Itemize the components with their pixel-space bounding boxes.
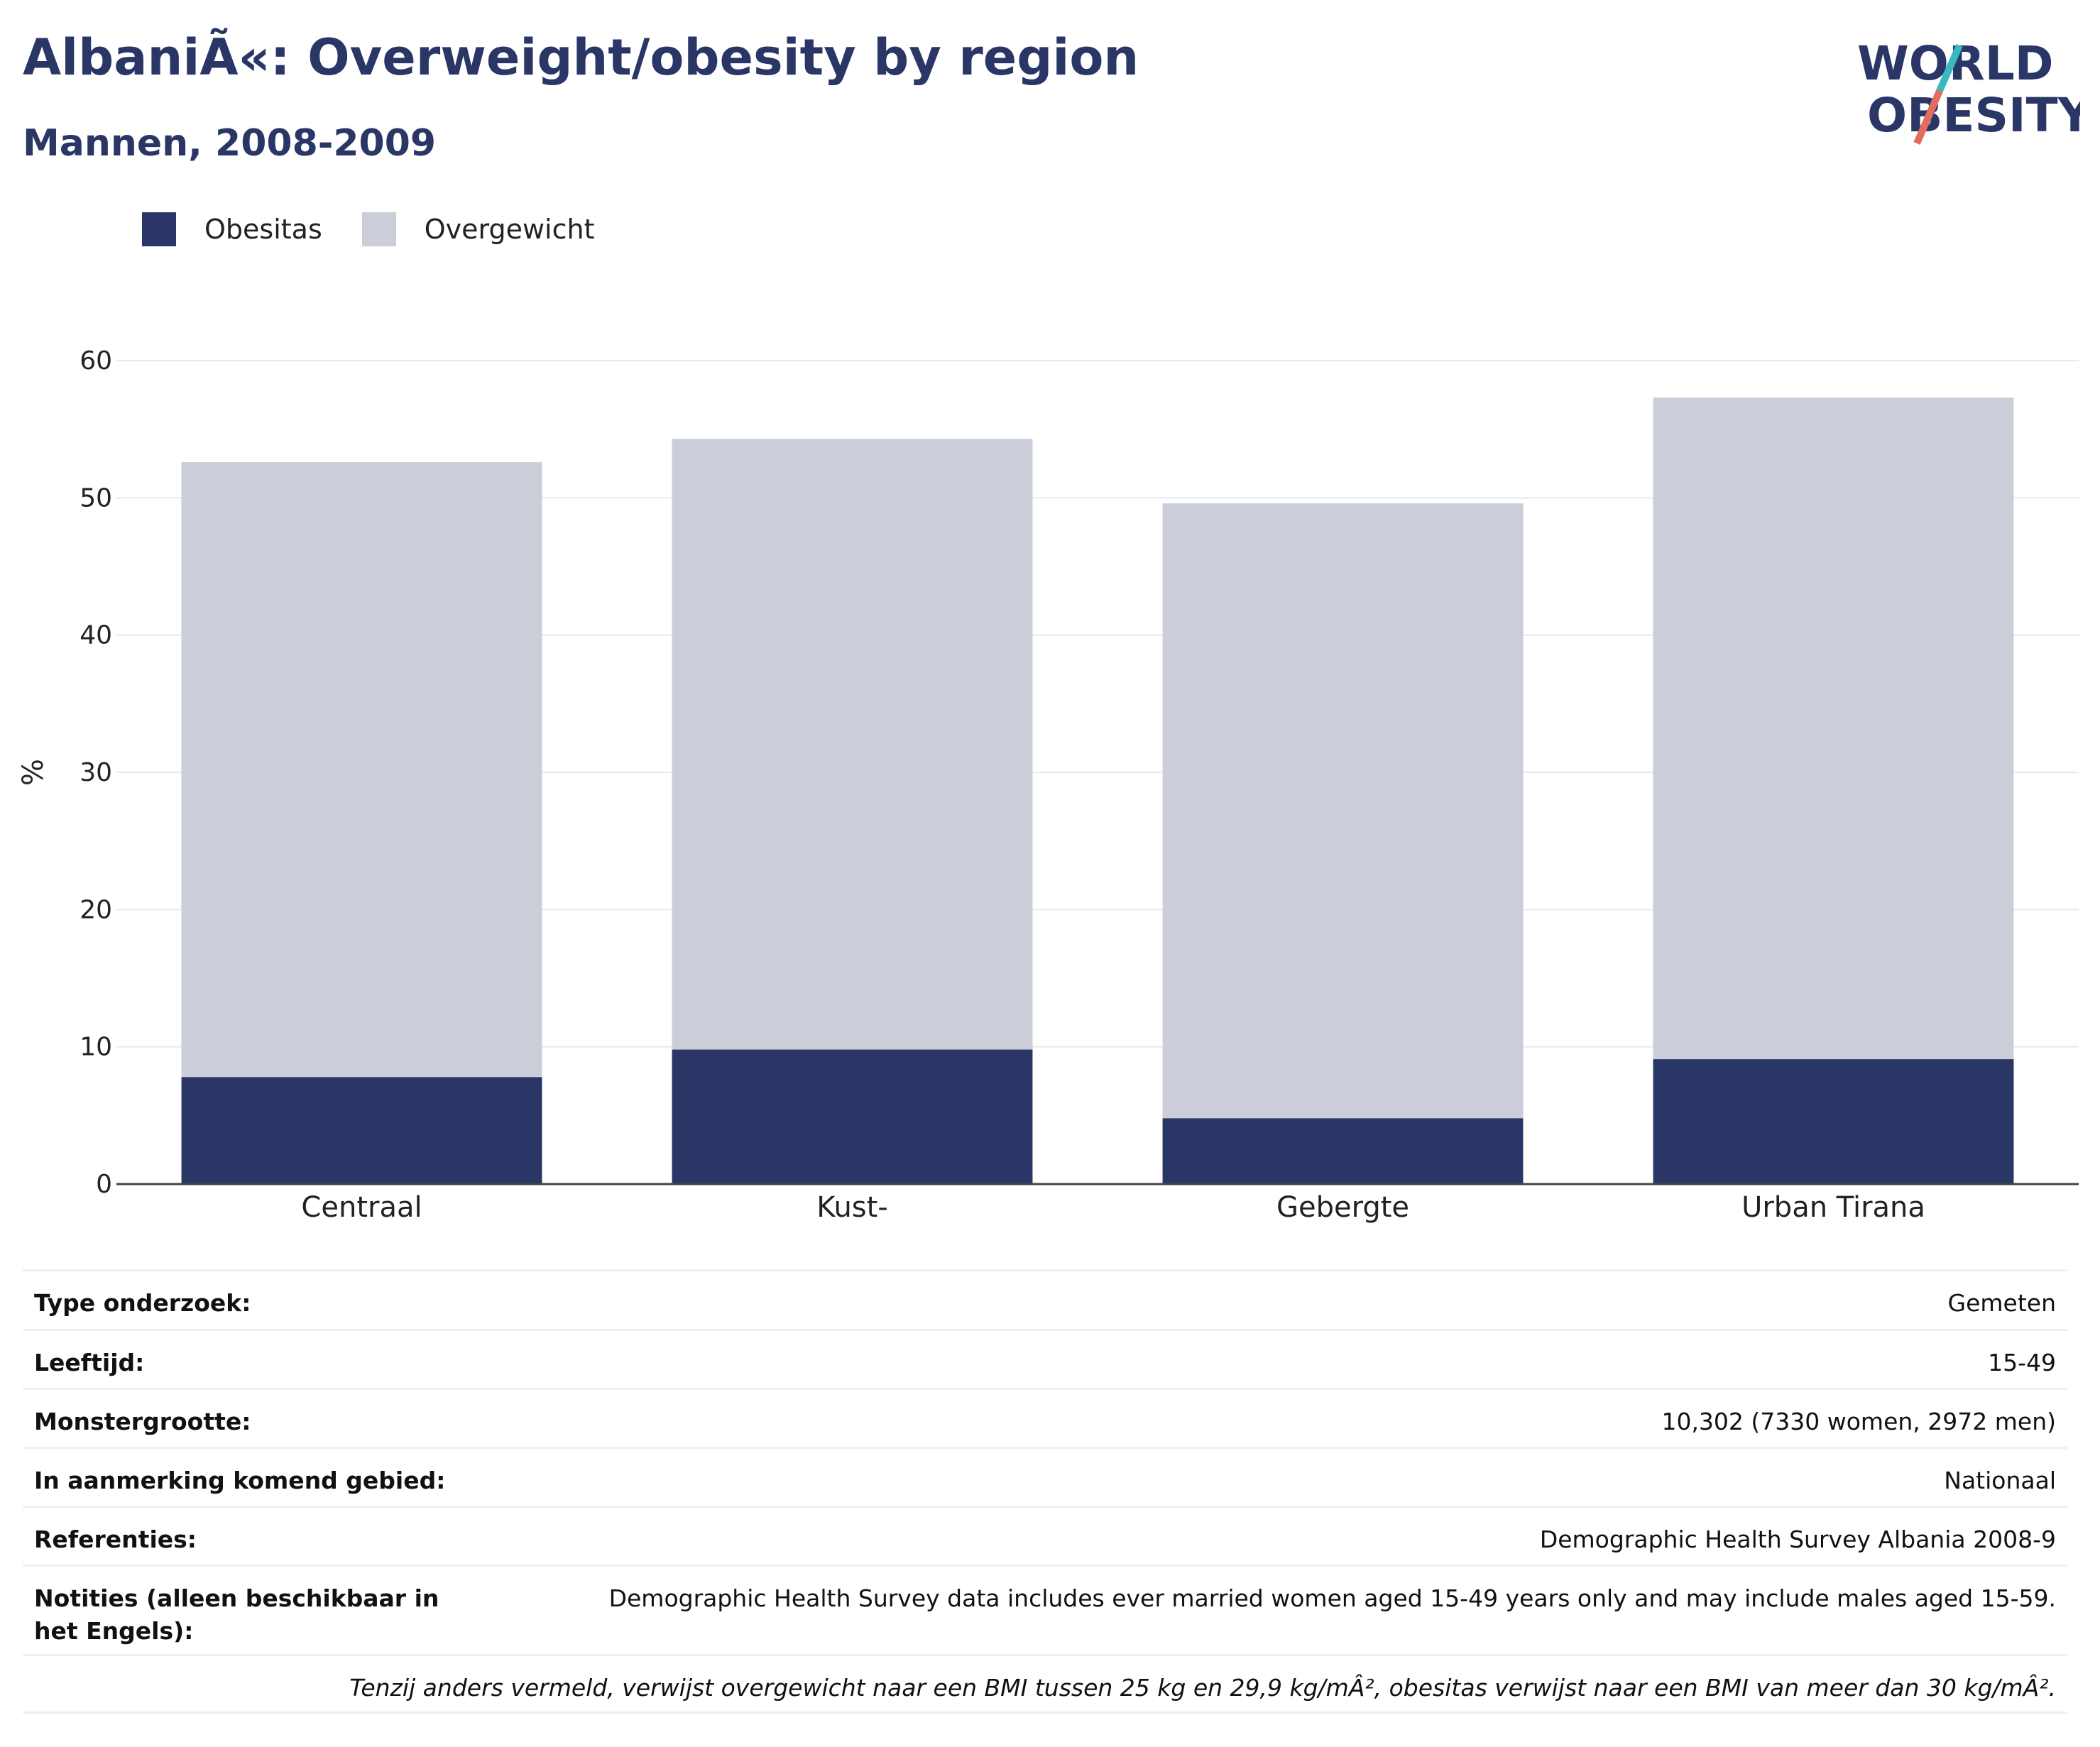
bar-obesitas-1[interactable] <box>181 1077 542 1184</box>
y-axis-ticks: 0 10 20 30 40 50 60 <box>80 346 112 1199</box>
x-tick-label: Centraal <box>301 1191 422 1224</box>
y-tick-label: 60 <box>80 346 112 376</box>
y-axis-label: % <box>17 759 50 786</box>
bar-obesitas-4[interactable] <box>1653 1059 2014 1184</box>
y-tick-label: 0 <box>96 1170 112 1199</box>
info-row: Type onderzoek: Gemeten <box>23 1269 2067 1329</box>
logo-slash-teal <box>1936 43 1963 93</box>
info-value: Demographic Health Survey Albania 2008-9 <box>1539 1526 2056 1553</box>
chart-title: AlbaniÃ«: Overweight/obesity by region <box>23 28 1139 87</box>
info-row: Referenties: Demographic Health Survey Al… <box>23 1506 2067 1565</box>
bar-obesitas-3[interactable] <box>1162 1118 1524 1184</box>
bar-overgewicht-2[interactable] <box>672 439 1033 1050</box>
info-key: Notities (alleen beschikbaar in het Enge… <box>34 1584 439 1645</box>
x-axis-ticks: Centraal Kust- Gebergte Urban Tirana <box>301 1191 1925 1224</box>
x-tick-label: Gebergte <box>1276 1191 1409 1224</box>
info-key: Monstergrootte: <box>34 1408 251 1435</box>
bar-overgewicht-3[interactable] <box>1162 503 1524 1119</box>
info-value: Demographic Health Survey data includes … <box>608 1584 2056 1612</box>
info-key: Leeftijd: <box>34 1349 145 1376</box>
info-value: Gemeten <box>1947 1289 2056 1317</box>
y-tick-label: 50 <box>80 483 112 513</box>
footnote-text: Tenzij anders vermeld, verwijst overgewi… <box>349 1674 2056 1702</box>
logo-slash-red <box>1913 89 1943 145</box>
info-key: Referenties: <box>34 1526 197 1553</box>
info-key: Type onderzoek: <box>34 1289 251 1317</box>
bar-overgewicht-4[interactable] <box>1653 398 2014 1060</box>
bar-obesitas-2[interactable] <box>672 1049 1033 1184</box>
footnote-row: Tenzij anders vermeld, verwijst overgewi… <box>23 1654 2067 1714</box>
info-row: Notities (alleen beschikbaar in het Enge… <box>23 1565 2067 1654</box>
info-row: Monstergrootte: 10,302 (7330 women, 2972 … <box>23 1388 2067 1447</box>
y-tick-label: 30 <box>80 758 112 787</box>
x-tick-label: Urban Tirana <box>1741 1191 1925 1224</box>
legend-label-overgewicht: Overgewicht <box>424 214 595 245</box>
legend-item-obesitas[interactable]: Obesitas <box>142 212 322 246</box>
legend-swatch-obesitas <box>142 212 176 246</box>
info-value: 15-49 <box>1988 1349 2056 1376</box>
survey-info-table: Type onderzoek: Gemeten Leeftijd: 15-49 Mons… <box>23 1269 2067 1714</box>
info-row: Leeftijd: 15-49 <box>23 1329 2067 1388</box>
chart-subtitle: Mannen, 2008-2009 <box>23 122 437 165</box>
legend: Obesitas Overgewicht <box>142 212 635 247</box>
logo-text-obesity: OBESITY <box>1867 88 2080 143</box>
y-tick-label: 20 <box>80 895 112 924</box>
info-key: In aanmerking komend gebied: <box>34 1467 446 1494</box>
info-value: Nationaal <box>1944 1467 2056 1494</box>
legend-item-overgewicht[interactable]: Overgewicht <box>361 212 595 246</box>
legend-label-obesitas: Obesitas <box>204 214 322 245</box>
world-obesity-logo: WORLD OBESITY <box>1857 36 2080 145</box>
info-value: 10,302 (7330 women, 2972 men) <box>1661 1408 2056 1435</box>
bars <box>181 398 2014 1184</box>
y-tick-label: 40 <box>80 621 112 650</box>
info-row: In aanmerking komend gebied: Nationaal <box>23 1447 2067 1506</box>
bar-chart: 0 10 20 30 40 50 60 Centraal Kust- Gebergte Urban… <box>17 346 2079 1224</box>
legend-swatch-overgewicht <box>361 212 396 246</box>
y-tick-label: 10 <box>80 1033 112 1062</box>
bar-overgewicht-1[interactable] <box>181 462 542 1078</box>
x-tick-label: Kust- <box>816 1191 888 1224</box>
